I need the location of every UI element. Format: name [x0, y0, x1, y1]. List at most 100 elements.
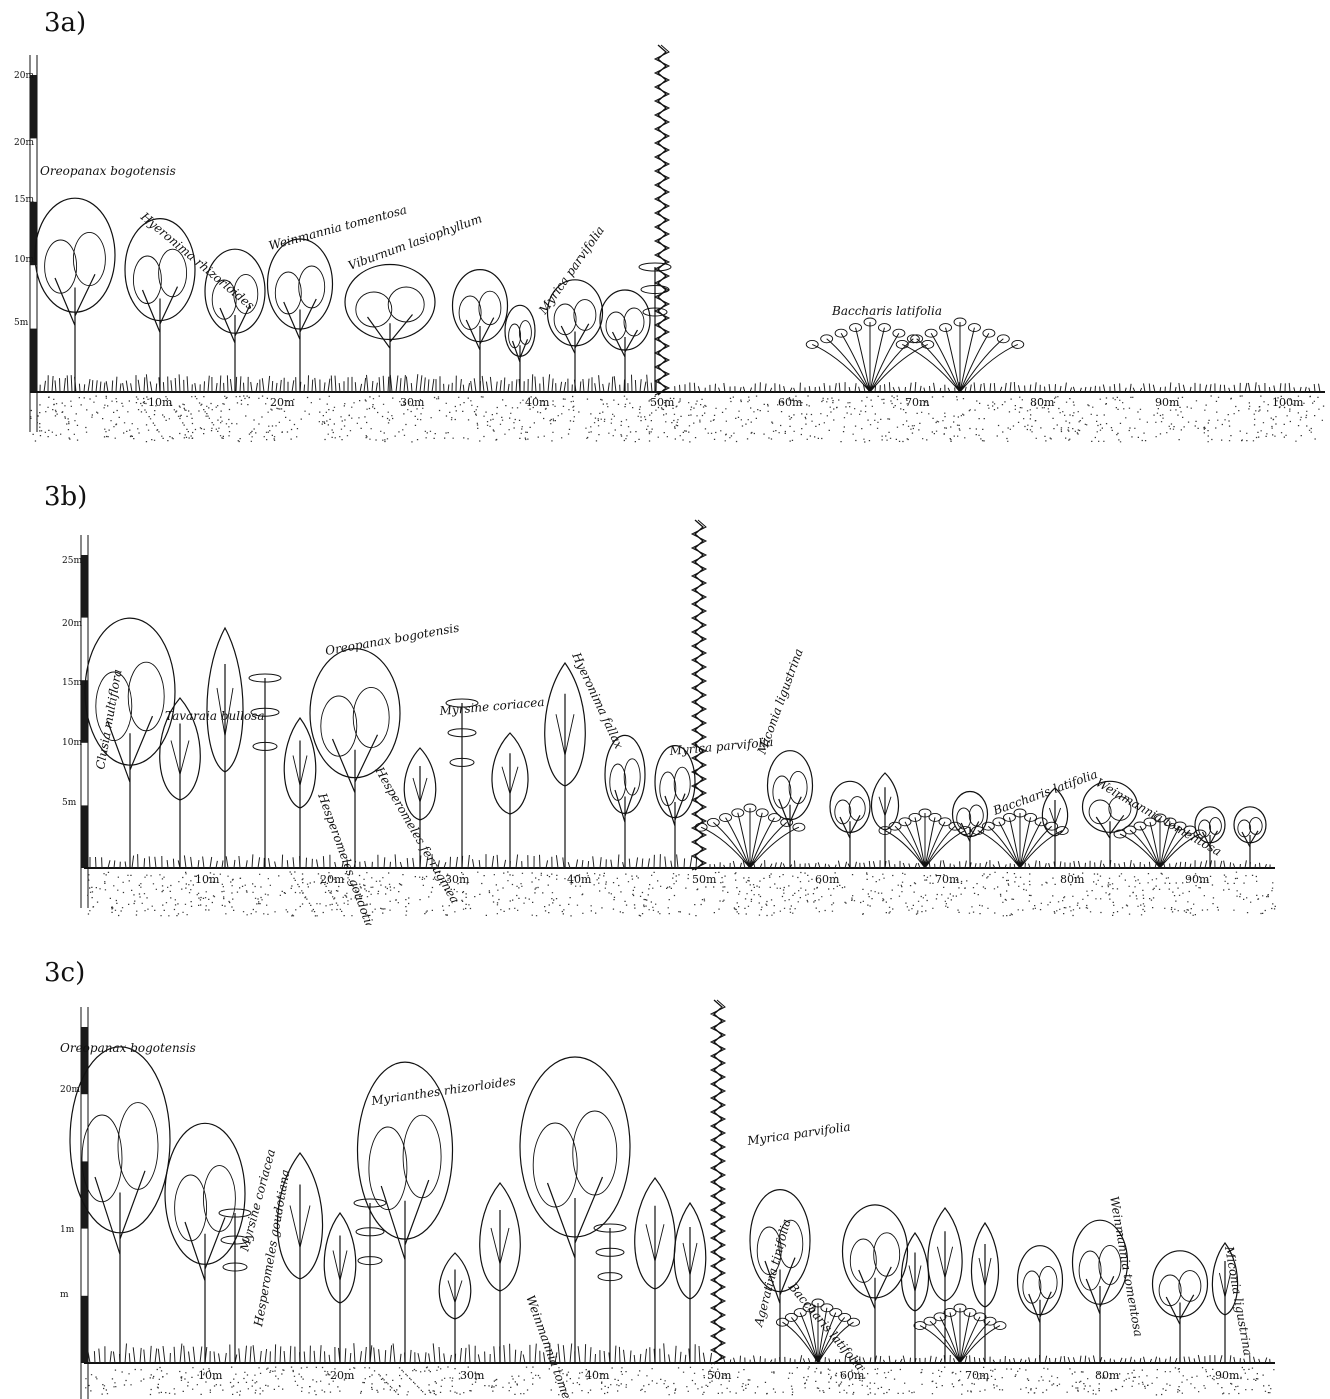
height-tick-label: 25m	[62, 556, 82, 566]
panel-3b-title: 3b)	[44, 482, 88, 512]
shrub	[878, 808, 972, 869]
tree	[766, 750, 814, 868]
panel-3a-title: 3a)	[44, 8, 87, 38]
tree	[323, 1212, 357, 1363]
distance-tick-label: 60m	[840, 1369, 865, 1382]
tree	[927, 1207, 963, 1363]
species-label: Weinmannia tomentosa	[1107, 1195, 1146, 1338]
tree	[491, 732, 529, 868]
tree	[1194, 806, 1226, 868]
tree	[604, 734, 646, 868]
distance-tick-label: 80m	[1060, 873, 1085, 886]
height-tick-label: 15m	[62, 678, 82, 688]
distance-tick-label: 10m	[198, 1369, 223, 1382]
tree	[970, 1221, 1000, 1363]
shrub	[971, 808, 1069, 869]
tree	[34, 197, 116, 392]
distance-tick-label: 50m	[650, 396, 675, 409]
tree	[504, 304, 536, 392]
tree	[403, 747, 437, 868]
tree	[124, 218, 196, 392]
distance-tick-label: 70m	[935, 873, 960, 886]
species-label: Oreopanax bogotensis	[324, 621, 460, 658]
species-label: Miconia ligustrina	[754, 647, 806, 757]
shrub	[805, 317, 935, 393]
tree	[638, 262, 672, 392]
species-label: Hyeronima fallax	[569, 649, 626, 751]
distance-tick-label: 60m	[815, 873, 840, 886]
tree	[593, 1223, 627, 1363]
distance-tick-label: 90m	[1215, 1369, 1240, 1382]
distance-tick-label: 60m	[778, 396, 803, 409]
tree	[353, 1198, 387, 1363]
tree	[445, 698, 479, 868]
tree	[206, 626, 244, 868]
tree	[1151, 1250, 1209, 1363]
tree	[266, 238, 334, 392]
distance-tick-label: 30m	[460, 1369, 485, 1382]
species-label: Weinmannia tomentosa	[523, 1293, 585, 1399]
tree	[204, 248, 266, 392]
tree	[218, 1208, 252, 1363]
forest-edge-marker	[713, 999, 723, 1365]
species-label: Weinmannia tomentosa	[1094, 775, 1224, 858]
shrub	[913, 1303, 1007, 1364]
distance-tick-label: 90m	[1155, 396, 1180, 409]
distance-tick-label: 40m	[525, 396, 550, 409]
distance-tick-label: 20m	[330, 1369, 355, 1382]
panel-3c-profile: 20m 1m m 10m 20m 30m 40m 50m 60m 70m 80m 90m Oreopan…	[60, 999, 1275, 1399]
tree	[1071, 1219, 1129, 1363]
distance-tick-label: 10m	[195, 873, 220, 886]
distance-tick-label: 30m	[400, 396, 425, 409]
tree	[1016, 1245, 1064, 1363]
tree	[1233, 806, 1267, 868]
panel-3b-profile: 25m 20m 15m 10m 5m 10m 20m 30m 40m 50m 60m 70m 80m 90…	[62, 519, 1276, 925]
distance-tick-label: 70m	[905, 396, 930, 409]
height-tick-label: 20m	[62, 619, 82, 629]
tree	[749, 1189, 811, 1363]
tree	[900, 1231, 930, 1363]
distance-tick-label: 100m	[1272, 396, 1304, 409]
panel-3a-profile: 20m 20m 15m 10m 5m 10m 20m 30m 40m 50m 60m 70m 80m 90…	[14, 44, 1325, 443]
tree	[546, 279, 604, 392]
distance-tick-label: 90m	[1185, 873, 1210, 886]
tree	[951, 790, 989, 868]
distance-tick-label: 50m	[692, 873, 717, 886]
distance-tick-label: 80m	[1095, 1369, 1120, 1382]
tree	[283, 717, 317, 868]
species-label: Hesperomeles ferruginea	[372, 764, 462, 906]
tree	[599, 289, 651, 392]
species-label: Myrica parvifolia	[535, 223, 607, 317]
species-label: Tavaraia bullosa	[165, 709, 264, 723]
tree	[344, 263, 436, 392]
tree	[870, 772, 900, 868]
species-label: Miconia ligustrina	[1222, 1244, 1255, 1357]
tree	[829, 780, 871, 868]
species-label: Myrsine coriacea	[438, 695, 545, 718]
tree	[673, 1201, 707, 1363]
tree	[69, 1046, 171, 1363]
tree	[654, 745, 696, 868]
height-tick-label: 1m	[60, 1225, 75, 1235]
tree	[479, 1182, 521, 1363]
shrub	[694, 803, 806, 869]
tree	[519, 1056, 631, 1363]
species-label: Baccharis latifolia	[831, 304, 942, 318]
height-tick-label: 5m	[14, 318, 29, 328]
height-tick-label: 20m	[60, 1085, 80, 1095]
shrub	[775, 1298, 861, 1364]
species-label: Oreopanax bogotensis	[60, 1041, 196, 1055]
distance-tick-label: 40m	[567, 873, 592, 886]
height-tick-label: 10m	[14, 255, 34, 265]
species-label: Oreopanax bogotensis	[40, 164, 176, 178]
height-tick-label: m	[60, 1290, 69, 1300]
distance-tick-label: 30m	[445, 873, 470, 886]
tree	[1041, 787, 1069, 868]
tree	[248, 673, 282, 868]
height-tick-label: 5m	[62, 798, 77, 808]
tree	[451, 269, 509, 392]
height-tick-label: 20m	[14, 138, 34, 148]
species-label: Myrianthes rhizorloides	[369, 1074, 516, 1108]
tree	[309, 648, 401, 868]
height-tick-label: 10m	[62, 738, 82, 748]
